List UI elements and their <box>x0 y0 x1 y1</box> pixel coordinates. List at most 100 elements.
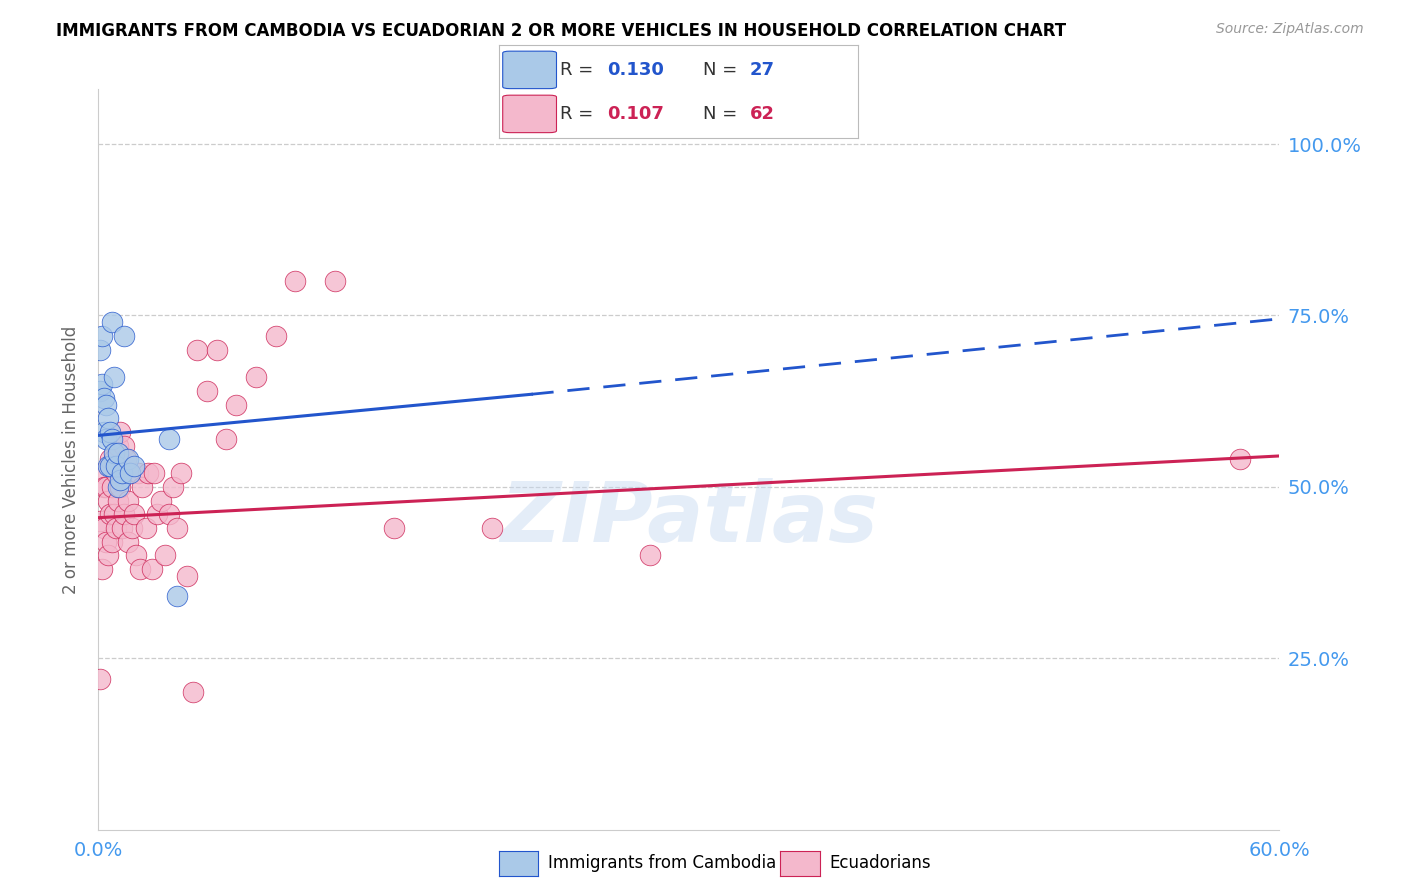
Point <box>131 480 153 494</box>
Point <box>91 562 114 576</box>
Point <box>93 480 115 494</box>
Point <box>122 507 145 521</box>
Point <box>97 549 120 563</box>
Point <box>89 384 111 398</box>
Text: Source: ZipAtlas.com: Source: ZipAtlas.com <box>1216 22 1364 37</box>
Point <box>150 493 173 508</box>
Point <box>103 452 125 467</box>
Point <box>96 534 118 549</box>
Point <box>89 514 111 528</box>
Point <box>107 439 129 453</box>
Point <box>108 425 131 439</box>
Point <box>142 466 165 480</box>
Point <box>103 370 125 384</box>
Point <box>155 549 177 563</box>
Point <box>170 466 193 480</box>
Point <box>93 521 115 535</box>
Point <box>122 459 145 474</box>
Point <box>89 672 111 686</box>
Point <box>101 534 124 549</box>
Point <box>166 521 188 535</box>
Text: R =: R = <box>560 61 599 78</box>
Point <box>115 452 138 467</box>
Text: 0.130: 0.130 <box>607 61 664 78</box>
Point <box>195 384 218 398</box>
Point <box>96 398 118 412</box>
Point <box>103 445 125 459</box>
Point <box>101 432 124 446</box>
Point <box>118 466 141 480</box>
Point <box>101 480 124 494</box>
Point <box>98 459 121 474</box>
Point <box>112 507 135 521</box>
Point <box>89 343 111 357</box>
Point <box>117 493 139 508</box>
Point <box>91 376 114 391</box>
Point <box>186 343 208 357</box>
Text: Immigrants from Cambodia: Immigrants from Cambodia <box>548 855 776 872</box>
Point <box>117 452 139 467</box>
Point <box>105 459 128 474</box>
Point <box>127 466 149 480</box>
Point <box>105 466 128 480</box>
Point <box>162 480 184 494</box>
FancyBboxPatch shape <box>503 95 557 133</box>
Point <box>98 425 121 439</box>
Point <box>128 562 150 576</box>
Point <box>107 480 129 494</box>
Point <box>166 590 188 604</box>
Point <box>121 521 143 535</box>
Point <box>96 432 118 446</box>
Point <box>245 370 267 384</box>
Point <box>1229 452 1251 467</box>
Point <box>118 466 141 480</box>
Text: N =: N = <box>703 105 744 123</box>
Text: IMMIGRANTS FROM CAMBODIA VS ECUADORIAN 2 OR MORE VEHICLES IN HOUSEHOLD CORRELATI: IMMIGRANTS FROM CAMBODIA VS ECUADORIAN 2… <box>56 22 1066 40</box>
Point <box>125 549 148 563</box>
Point <box>101 315 124 329</box>
Point <box>108 480 131 494</box>
Point <box>215 432 238 446</box>
Text: 27: 27 <box>751 61 775 78</box>
Text: ZIPatlas: ZIPatlas <box>501 478 877 559</box>
Point <box>105 521 128 535</box>
Point <box>157 432 180 446</box>
Point <box>157 507 180 521</box>
Point <box>181 685 204 699</box>
Point <box>146 507 169 521</box>
Point <box>107 445 129 459</box>
Text: N =: N = <box>703 61 744 78</box>
Point <box>136 466 159 480</box>
Point <box>93 425 115 439</box>
Point <box>225 398 247 412</box>
Point <box>112 329 135 343</box>
Point <box>111 521 134 535</box>
Text: 62: 62 <box>751 105 775 123</box>
Point <box>93 391 115 405</box>
Point <box>264 329 287 343</box>
Point <box>141 562 163 576</box>
Point <box>176 569 198 583</box>
Point <box>205 343 228 357</box>
Point <box>112 439 135 453</box>
Point <box>284 274 307 288</box>
Point <box>108 473 131 487</box>
Point <box>107 493 129 508</box>
Point <box>91 466 114 480</box>
Point <box>91 329 114 343</box>
Point <box>98 507 121 521</box>
FancyBboxPatch shape <box>503 51 557 88</box>
Y-axis label: 2 or more Vehicles in Household: 2 or more Vehicles in Household <box>62 326 80 593</box>
Point <box>98 452 121 467</box>
Point <box>97 493 120 508</box>
Point <box>103 507 125 521</box>
Text: 0.107: 0.107 <box>607 105 664 123</box>
Text: Ecuadorians: Ecuadorians <box>830 855 931 872</box>
Point <box>323 274 346 288</box>
Text: R =: R = <box>560 105 599 123</box>
Point <box>97 459 120 474</box>
Point <box>111 466 134 480</box>
Point <box>382 521 405 535</box>
Point <box>111 466 134 480</box>
Point <box>96 480 118 494</box>
